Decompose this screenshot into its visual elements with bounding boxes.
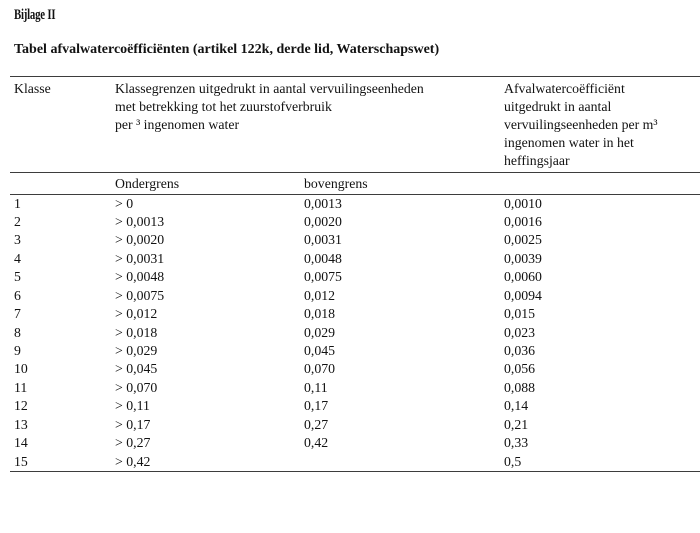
bovengrens-cell: 0,012 — [304, 287, 336, 303]
column-header-klassegrenzen: Klassegrenzen uitgedrukt in aantal vervu… — [115, 81, 424, 132]
table-row: 5 > 0,0048 0,0075 0,0060 — [10, 268, 700, 286]
klasse-cell: 12 — [14, 398, 28, 414]
klasse-cell: 8 — [14, 324, 21, 340]
klasse-cell: 11 — [14, 379, 28, 395]
coefficient-cell: 0,5 — [504, 453, 522, 469]
klasse-cell: 15 — [14, 453, 28, 469]
table-row: 2 > 0,0013 0,0020 0,0016 — [10, 213, 700, 231]
bovengrens-cell: 0,0020 — [304, 213, 342, 229]
bovengrens-cell: 0,0048 — [304, 250, 342, 266]
coefficient-cell: 0,036 — [504, 343, 536, 358]
klasse-cell: 10 — [14, 361, 28, 377]
bovengrens-cell: 0,029 — [304, 324, 336, 340]
table-row: 14 > 0,27 0,42 0,33 — [10, 434, 700, 452]
coefficient-cell: 0,056 — [504, 361, 536, 377]
klasse-cell: 4 — [14, 250, 21, 266]
bovengrens-cell: 0,0013 — [304, 195, 342, 211]
table-row: 6 > 0,0075 0,012 0,0094 — [10, 287, 700, 305]
klasse-cell: 7 — [14, 306, 21, 322]
ondergrens-cell: > 0,018 — [115, 324, 158, 340]
coefficient-cell: 0,0010 — [504, 195, 542, 211]
bovengrens-cell: 0,11 — [304, 379, 328, 395]
bovengrens-cell: 0,42 — [304, 435, 329, 451]
klasse-cell: 9 — [14, 343, 21, 358]
subheader-empty — [504, 173, 700, 175]
coefficient-cell: 0,023 — [504, 324, 536, 340]
klasse-cell: 3 — [14, 232, 21, 248]
coefficient-cell: 0,0039 — [504, 250, 542, 266]
klasse-cell: 5 — [14, 269, 21, 285]
column-header-coefficient: Afvalwatercoëfficiënt uitgedrukt in aant… — [504, 81, 658, 168]
ondergrens-cell: > 0,0013 — [115, 213, 165, 229]
ondergrens-cell: > 0,029 — [115, 343, 158, 358]
ondergrens-cell: > 0,045 — [115, 361, 158, 377]
subheader-empty — [10, 173, 115, 175]
bovengrens-cell: 0,070 — [304, 361, 336, 377]
ondergrens-cell: > 0,0048 — [115, 269, 165, 285]
ondergrens-cell: > 0,17 — [115, 416, 151, 432]
ondergrens-cell: > 0,070 — [115, 379, 158, 395]
table-row: 10 > 0,045 0,070 0,056 — [10, 360, 700, 378]
coefficient-cell: 0,015 — [504, 306, 536, 322]
coefficient-cell: 0,0094 — [504, 287, 542, 303]
ondergrens-cell: > 0,0075 — [115, 287, 165, 303]
subheader-bovengrens: bovengrens — [304, 175, 368, 191]
table-row: 1 > 0 0,0013 0,0010 — [10, 195, 700, 213]
bovengrens-cell: 0,018 — [304, 306, 336, 322]
ondergrens-cell: > 0,012 — [115, 306, 158, 322]
bovengrens-cell: 0,0075 — [304, 269, 342, 285]
coefficient-cell: 0,0025 — [504, 232, 542, 248]
coefficient-cell: 0,14 — [504, 398, 529, 414]
table-row: 15 > 0,42 0,5 — [10, 453, 700, 471]
table-row: 7 > 0,012 0,018 0,015 — [10, 305, 700, 323]
subheader-ondergrens: Ondergrens — [115, 175, 180, 191]
table-row: 9 > 0,029 0,045 0,036 — [10, 342, 700, 360]
coefficient-cell: 0,33 — [504, 435, 529, 451]
table-row: 11 > 0,070 0,11 0,088 — [10, 379, 700, 397]
ondergrens-cell: > 0,11 — [115, 398, 150, 414]
klasse-cell: 1 — [14, 195, 21, 211]
table-row: 13 > 0,17 0,27 0,21 — [10, 416, 700, 434]
bovengrens-cell: 0,17 — [304, 398, 329, 414]
table-header-row: Klasse Klassegrenzen uitgedrukt in aanta… — [10, 77, 700, 173]
coefficient-cell: 0,21 — [504, 416, 529, 432]
coefficient-table: Klasse Klassegrenzen uitgedrukt in aanta… — [10, 76, 700, 473]
bovengrens-cell: 0,045 — [304, 343, 336, 358]
table-row: 8 > 0,018 0,029 0,023 — [10, 324, 700, 342]
column-header-klasse: Klasse — [14, 81, 51, 96]
coefficient-cell: 0,088 — [504, 379, 536, 395]
klasse-cell: 13 — [14, 416, 28, 432]
ondergrens-cell: > 0,27 — [115, 435, 151, 451]
table-row: 12 > 0,11 0,17 0,14 — [10, 397, 700, 415]
table-subheader-row: Ondergrens bovengrens — [10, 173, 700, 195]
ondergrens-cell: > 0,0031 — [115, 250, 165, 266]
annex-heading: Bijlage II — [14, 7, 56, 23]
coefficient-cell: 0,0060 — [504, 269, 542, 285]
klasse-cell: 2 — [14, 213, 21, 229]
bovengrens-cell: 0,0031 — [304, 232, 342, 248]
ondergrens-cell: > 0 — [115, 195, 134, 211]
klasse-cell: 14 — [14, 435, 28, 451]
table-body: 1 > 0 0,0013 0,0010 2 > 0,0013 0,0020 0,… — [10, 195, 700, 473]
ondergrens-cell: > 0,0020 — [115, 232, 165, 248]
klasse-cell: 6 — [14, 287, 21, 303]
coefficient-cell: 0,0016 — [504, 213, 542, 229]
page-title: Tabel afvalwatercoëfficiënten (artikel 1… — [14, 42, 440, 57]
ondergrens-cell: > 0,42 — [115, 453, 151, 469]
bovengrens-cell: 0,27 — [304, 416, 329, 432]
table-row: 4 > 0,0031 0,0048 0,0039 — [10, 250, 700, 268]
table-row: 3 > 0,0020 0,0031 0,0025 — [10, 231, 700, 249]
